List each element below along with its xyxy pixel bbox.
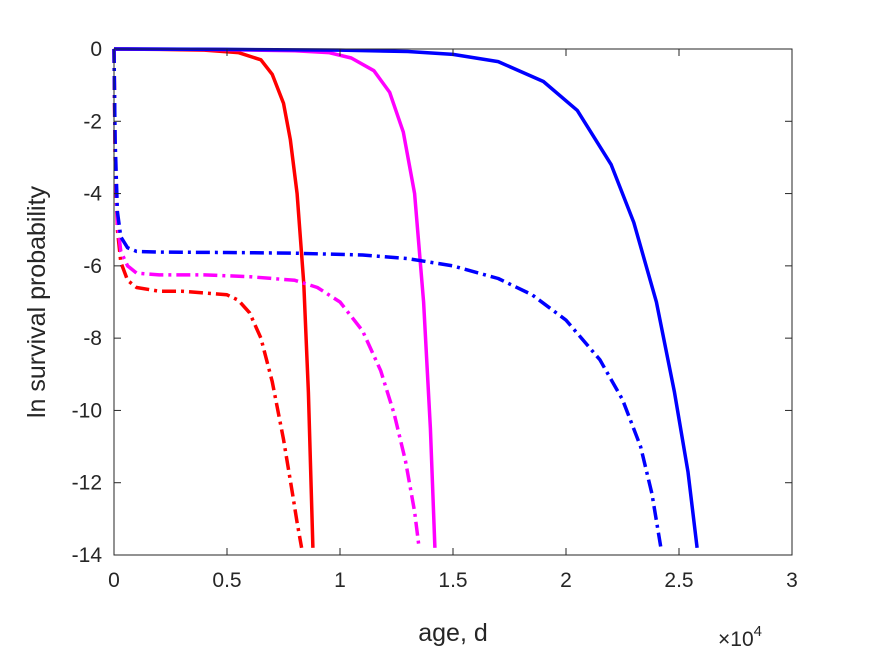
y-tick-label: -2 [83,110,102,133]
x-tick-label: 3 [786,569,798,592]
y-tick-label: -6 [83,255,102,278]
y-tick-label: -10 [72,399,102,422]
y-axis: 0 -2 -4 -6 -8 -10 -12 -14 [72,38,792,567]
x-multiplier-label: ×104 [718,623,762,651]
series-line-5 [112,48,421,549]
y-tick-label: -4 [83,183,102,206]
series-line-6 [112,48,663,549]
y-tick-label: -8 [83,327,102,350]
series-line-3 [113,47,699,549]
x-multiplier-base: ×10 [718,628,754,651]
y-tick-label: -12 [72,472,102,495]
series-layer [112,47,699,549]
series-line-4 [112,48,304,549]
x-tick-label: 1 [334,569,346,592]
y-axis-label: ln survival probability [23,185,51,418]
x-tick-label: 1.5 [438,569,467,592]
x-axis: 0 0.5 1 1.5 2 2.5 3 [108,49,798,592]
x-tick-label: 2 [560,569,572,592]
x-multiplier-exponent: 4 [754,623,762,640]
y-tick-label: -14 [72,544,103,567]
y-tick-label: 0 [90,38,102,61]
x-tick-label: 2.5 [664,569,693,592]
x-axis-label: age, d [418,619,488,647]
x-tick-label: 0 [108,569,120,592]
x-tick-label: 0.5 [212,569,241,592]
